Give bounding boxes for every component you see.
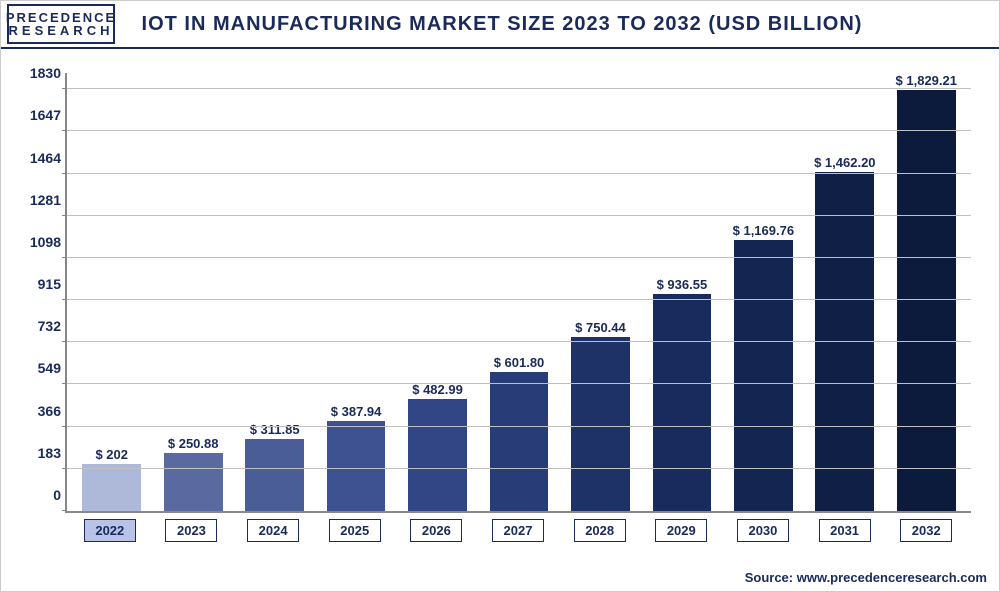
x-tick-label: 2031 [819, 519, 871, 542]
y-tick-label: 366 [17, 403, 61, 419]
bar [653, 294, 712, 511]
bar [490, 372, 549, 511]
bar-slot: $ 1,462.20 [804, 73, 885, 511]
x-tick-label: 2022 [84, 519, 136, 542]
y-tickmark [62, 215, 67, 216]
bars-container: $ 202 $ 250.88 $ 311.85 $ 387.94 $ 482.99 $ 6… [67, 73, 971, 511]
bar-value-label: $ 750.44 [575, 320, 626, 335]
gridline [67, 383, 971, 384]
y-tick-label: 549 [17, 360, 61, 376]
y-tickmark [62, 173, 67, 174]
bar-slot: $ 482.99 [397, 73, 478, 511]
bar-slot: $ 1,829.21 [886, 73, 967, 511]
bar-value-label: $ 387.94 [331, 404, 382, 419]
x-tick-label: 2023 [165, 519, 217, 542]
gridline [67, 299, 971, 300]
x-tick-label: 2026 [410, 519, 462, 542]
x-tick-label: 2025 [329, 519, 381, 542]
bar-value-label: $ 1,462.20 [814, 155, 875, 170]
bar-slot: $ 311.85 [234, 73, 315, 511]
y-tickmark [62, 130, 67, 131]
x-slot: 2029 [640, 513, 722, 542]
y-tick-label: 1830 [17, 65, 61, 81]
chart-area: $ 202 $ 250.88 $ 311.85 $ 387.94 $ 482.99 $ 6… [1, 49, 999, 559]
y-tick-label: 1464 [17, 150, 61, 166]
bar-value-label: $ 601.80 [494, 355, 545, 370]
gridline [67, 215, 971, 216]
y-tick-label: 1647 [17, 107, 61, 123]
x-slot: 2025 [314, 513, 396, 542]
y-tickmark [62, 510, 67, 511]
source-attribution: Source: www.precedenceresearch.com [745, 570, 987, 585]
bar [897, 90, 956, 511]
plot-region: $ 202 $ 250.88 $ 311.85 $ 387.94 $ 482.99 $ 6… [65, 73, 971, 513]
bar-value-label: $ 1,829.21 [896, 73, 957, 88]
x-tick-label: 2032 [900, 519, 952, 542]
y-tick-label: 732 [17, 318, 61, 334]
bar [327, 421, 386, 511]
bar-slot: $ 936.55 [641, 73, 722, 511]
y-tickmark [62, 341, 67, 342]
x-tick-label: 2024 [247, 519, 299, 542]
y-tickmark [62, 426, 67, 427]
x-tick-label: 2027 [492, 519, 544, 542]
x-slot: 2032 [885, 513, 967, 542]
y-tick-label: 1281 [17, 192, 61, 208]
gridline [67, 426, 971, 427]
y-tickmark [62, 468, 67, 469]
brand-logo: PRECEDENCE RESEARCH [7, 4, 115, 44]
bar-value-label: $ 1,169.76 [733, 223, 794, 238]
chart-title: IOT IN MANUFACTURING MARKET SIZE 2023 TO… [115, 13, 889, 36]
y-tick-label: 1098 [17, 234, 61, 250]
bar [571, 337, 630, 511]
bar-value-label: $ 311.85 [250, 422, 300, 437]
y-tickmark [62, 383, 67, 384]
gridline [67, 173, 971, 174]
x-slot: 2026 [396, 513, 478, 542]
y-tick-label: 0 [17, 487, 61, 503]
y-tickmark [62, 257, 67, 258]
bar-value-label: $ 250.88 [168, 436, 219, 451]
y-tick-label: 183 [17, 445, 61, 461]
bar-slot: $ 601.80 [478, 73, 559, 511]
x-slot: 2027 [477, 513, 559, 542]
x-slot: 2022 [69, 513, 151, 542]
bar [245, 439, 304, 511]
bar-value-label: $ 202 [95, 447, 128, 462]
x-tick-label: 2029 [655, 519, 707, 542]
bar-slot: $ 1,169.76 [723, 73, 804, 511]
y-tickmark [62, 88, 67, 89]
gridline [67, 130, 971, 131]
x-tick-label: 2028 [574, 519, 626, 542]
y-tickmark [62, 299, 67, 300]
bar [82, 464, 141, 511]
bar [408, 399, 467, 511]
bar-slot: $ 250.88 [152, 73, 233, 511]
bar-slot: $ 750.44 [560, 73, 641, 511]
x-axis: 2022 2023 2024 2025 2026 2027 2028 2029 2030 2031… [65, 513, 971, 542]
bar [734, 240, 793, 511]
x-tick-label: 2030 [737, 519, 789, 542]
gridline [67, 88, 971, 89]
bar-value-label: $ 936.55 [657, 277, 708, 292]
x-slot: 2023 [151, 513, 233, 542]
title-wrap: IOT IN MANUFACTURING MARKET SIZE 2023 TO… [115, 13, 999, 36]
y-tick-label: 915 [17, 276, 61, 292]
x-slot: 2024 [232, 513, 314, 542]
gridline [67, 341, 971, 342]
gridline [67, 468, 971, 469]
x-slot: 2030 [722, 513, 804, 542]
bar-slot: $ 202 [71, 73, 152, 511]
gridline [67, 257, 971, 258]
bar [164, 453, 223, 511]
logo-line-2: RESEARCH [9, 24, 114, 37]
bar-slot: $ 387.94 [315, 73, 396, 511]
x-slot: 2031 [804, 513, 886, 542]
header-bar: PRECEDENCE RESEARCH IOT IN MANUFACTURING… [1, 1, 999, 49]
x-slot: 2028 [559, 513, 641, 542]
